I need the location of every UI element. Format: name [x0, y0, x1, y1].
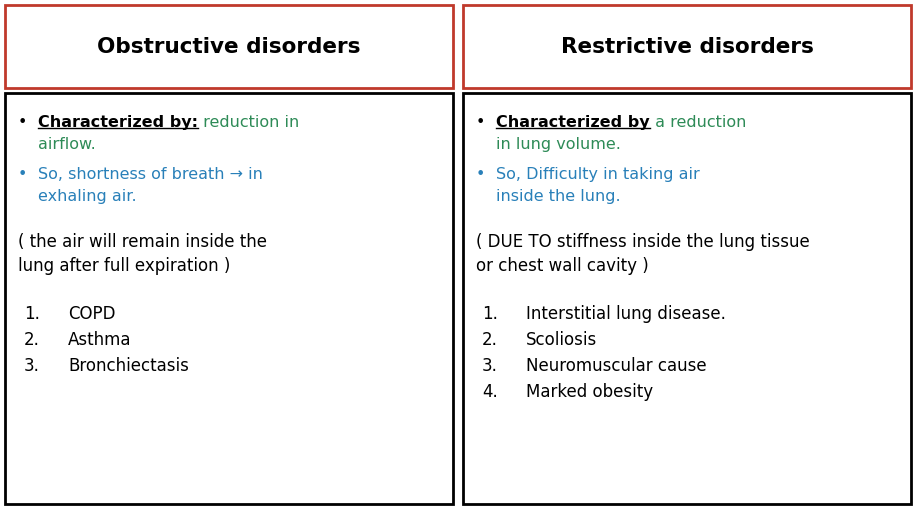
Text: Restrictive disorders: Restrictive disorders: [561, 37, 813, 56]
Text: •: •: [476, 115, 485, 130]
Text: •: •: [476, 167, 485, 182]
Text: 1.: 1.: [24, 305, 40, 323]
Text: 2.: 2.: [482, 331, 498, 349]
Text: •: •: [18, 115, 27, 130]
Text: Characterized by: Characterized by: [496, 115, 649, 130]
Text: Obstructive disorders: Obstructive disorders: [97, 37, 361, 56]
Text: 3.: 3.: [24, 357, 40, 375]
Text: lung after full expiration ): lung after full expiration ): [18, 257, 231, 275]
Text: Scoliosis: Scoliosis: [526, 331, 597, 349]
Text: So, shortness of breath → in: So, shortness of breath → in: [38, 167, 263, 182]
Text: ( the air will remain inside the: ( the air will remain inside the: [18, 233, 267, 251]
Text: inside the lung.: inside the lung.: [496, 189, 621, 204]
Text: Characterized by:: Characterized by:: [38, 115, 198, 130]
Text: •: •: [18, 167, 27, 182]
Text: 2.: 2.: [24, 331, 40, 349]
Text: airflow.: airflow.: [38, 137, 96, 152]
Text: Neuromuscular cause: Neuromuscular cause: [526, 357, 706, 375]
Text: 4.: 4.: [482, 383, 497, 401]
Text: Interstitial lung disease.: Interstitial lung disease.: [526, 305, 725, 323]
Text: Bronchiectasis: Bronchiectasis: [68, 357, 189, 375]
Text: Marked obesity: Marked obesity: [526, 383, 653, 401]
Text: a reduction: a reduction: [649, 115, 746, 130]
Bar: [463, 5, 911, 88]
Bar: [463, 93, 911, 504]
Text: ( DUE TO stiffness inside the lung tissue: ( DUE TO stiffness inside the lung tissu…: [476, 233, 810, 251]
Text: 3.: 3.: [482, 357, 498, 375]
Text: exhaling air.: exhaling air.: [38, 189, 136, 204]
Text: 1.: 1.: [482, 305, 498, 323]
Text: So, Difficulty in taking air: So, Difficulty in taking air: [496, 167, 700, 182]
Text: COPD: COPD: [68, 305, 115, 323]
Text: in lung volume.: in lung volume.: [496, 137, 621, 152]
Bar: [5, 93, 453, 504]
Text: reduction in: reduction in: [198, 115, 300, 130]
Bar: [5, 5, 453, 88]
Text: or chest wall cavity ): or chest wall cavity ): [476, 257, 649, 275]
Text: Asthma: Asthma: [68, 331, 132, 349]
